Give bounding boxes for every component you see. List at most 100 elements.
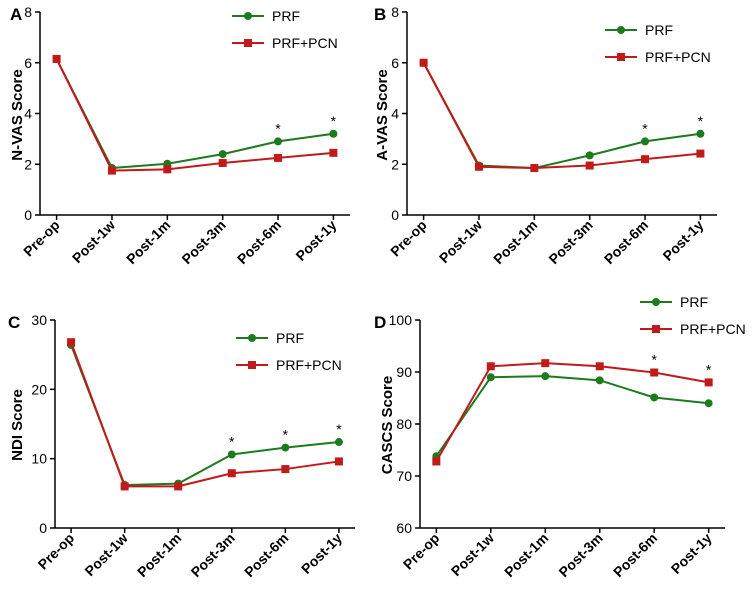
panel-b-y-tick-label: 4 [391, 106, 399, 122]
panel-c-x-tick-label: Post-1m [134, 530, 184, 580]
panel-d-legend-prf-pcn-label: PRF+PCN [680, 321, 746, 337]
panel-d-prf-pcn-line [435, 362, 709, 462]
panel-d-prf-point [595, 376, 604, 385]
panel-c-x-tick-label: Pre-op [35, 530, 78, 573]
panel-b-legend-prf-marker [617, 26, 625, 34]
panel-b-x-tick-label: Post-3m [545, 217, 595, 267]
panel-c-x-tick-label: Post-3m [188, 530, 238, 580]
panel-c-prf-pcn-point [67, 338, 76, 347]
panel-b-y-tick-label: 6 [391, 55, 399, 71]
panel-c-y-tick-label: 10 [31, 451, 47, 467]
panel-a-significance-star: * [275, 120, 281, 136]
panel-d-x-tick-label: Post-1m [501, 530, 551, 580]
panel-b-x-tick-label: Post-1w [436, 217, 485, 266]
panel-c-y-axis-label: NDI Score [9, 389, 26, 461]
panel-d-prf-pcn-point [704, 378, 713, 387]
panel-d-prf-point [541, 372, 550, 381]
panel-c-significance-star: * [336, 421, 342, 437]
panel-a-prf-point [218, 150, 227, 159]
panel-d-prf-point [650, 393, 659, 402]
panel-d-prf-pcn-point [486, 362, 495, 371]
panel-a-prf-pcn-point [107, 166, 116, 175]
panel-b-significance-star: * [698, 113, 704, 129]
panel-b-legend-prf-pcn-label: PRF+PCN [645, 49, 711, 65]
panel-d-legend-prf-label: PRF [680, 294, 708, 310]
panel-d-letter: D [374, 313, 386, 332]
panel-a-prf-point [274, 137, 283, 146]
panel-d-x-tick-label: Post-1w [448, 530, 497, 579]
panel-a-x-tick-label: Post-1y [292, 217, 339, 264]
panel-c-prf-pcn-point [227, 469, 236, 478]
panel-d-y-tick-label: 80 [396, 416, 412, 432]
panel-d-prf-pcn-point [432, 457, 441, 466]
panel-d-x-tick-label: Post-1y [668, 530, 715, 577]
panel-c-prf-point [334, 438, 343, 447]
panel-c-prf-point [227, 450, 236, 459]
panel-a-prf-pcn-line [55, 58, 334, 172]
panel-b-prf-pcn-point [696, 149, 705, 158]
panel-b-prf-pcn-point [474, 162, 483, 171]
panel-d-prf-line [435, 375, 709, 457]
panel-c-prf-pcn-line [70, 341, 340, 488]
panel-d-y-axis-label: CASCS Score [379, 376, 396, 474]
panel-b-significance-star: * [642, 120, 648, 136]
panel-a-prf-pcn-point [329, 148, 338, 157]
panel-d-x-tick-label: Pre-op [400, 530, 443, 573]
panel-b-x-tick-label: Pre-op [387, 217, 430, 260]
panel-b-y-tick-label: 0 [391, 207, 399, 223]
panel-a-y-tick-label: 4 [24, 106, 32, 122]
panel-b-prf-point [585, 151, 594, 160]
panel-a-x-tick-label: Post-1w [69, 217, 118, 266]
panel-c-legend-prf-marker [248, 334, 256, 342]
panel-c-prf-point [281, 443, 290, 452]
panel-b-prf-pcn-point [530, 164, 539, 173]
panel-a-x-tick-label: Post-6m [234, 217, 284, 267]
panel-c-x-tick-label: Post-1w [81, 530, 130, 579]
panel-a-y-tick-label: 8 [24, 4, 32, 20]
panel-d-legend-prf-marker [652, 298, 660, 306]
panel-c-prf-pcn-point [334, 457, 343, 466]
panel-b-legend-prf-label: PRF [645, 22, 673, 38]
panel-d-prf-point [486, 373, 495, 382]
panel-d-legend-prf-pcn-marker [652, 325, 660, 333]
panel-c-prf-pcn-point [174, 482, 183, 491]
panel-b-prf-pcn-point [641, 155, 650, 164]
panel-a-legend-prf-pcn-marker [244, 39, 252, 47]
panel-a-x-tick-label: Post-3m [178, 217, 228, 267]
panel-b-y-axis-label: A-VAS Score [374, 69, 391, 160]
panel-b-y-tick-label: 2 [391, 156, 399, 172]
panel-a-x-tick-label: Pre-op [20, 217, 63, 260]
panel-d-significance-star: * [651, 352, 657, 368]
panel-a-legend-prf-pcn-label: PRF+PCN [272, 35, 338, 51]
panel-b-legend-prf-pcn-marker [617, 53, 625, 61]
panel-d-significance-star: * [706, 361, 712, 377]
panel-a-significance-star: * [331, 113, 337, 129]
panel-a-legend-prf-marker [244, 12, 252, 20]
panel-d-prf-pcn-point [595, 362, 604, 371]
panel-d-x-tick-label: Post-3m [555, 530, 605, 580]
panel-b-prf-point [641, 137, 650, 146]
panel-c-prf-pcn-point [281, 465, 290, 474]
panel-d-y-tick-label: 90 [396, 364, 412, 380]
panel-c-y-tick-label: 0 [39, 520, 47, 536]
panel-a-prf-pcn-point [52, 54, 61, 63]
panel-c-letter: C [8, 313, 20, 332]
panel-a-y-tick-label: 6 [24, 55, 32, 71]
panel-d-y-tick-label: 70 [396, 468, 412, 484]
panel-c-legend-prf-pcn-marker [248, 361, 256, 369]
panel-a-prf-point [329, 129, 338, 138]
panel-a-y-tick-label: 0 [24, 207, 32, 223]
panel-d-prf-point [704, 399, 713, 408]
panel-a-prf-pcn-point [163, 165, 172, 174]
panel-d-y-tick-label: 100 [389, 312, 413, 328]
panel-a-legend-prf-label: PRF [272, 8, 300, 24]
panel-b-prf-pcn-point [419, 58, 428, 67]
panel-d-prf-pcn-point [650, 368, 659, 377]
panel-c-significance-star: * [229, 434, 235, 450]
panel-a-x-tick-label: Post-1m [123, 217, 173, 267]
panel-b-x-tick-label: Post-1y [659, 217, 706, 264]
